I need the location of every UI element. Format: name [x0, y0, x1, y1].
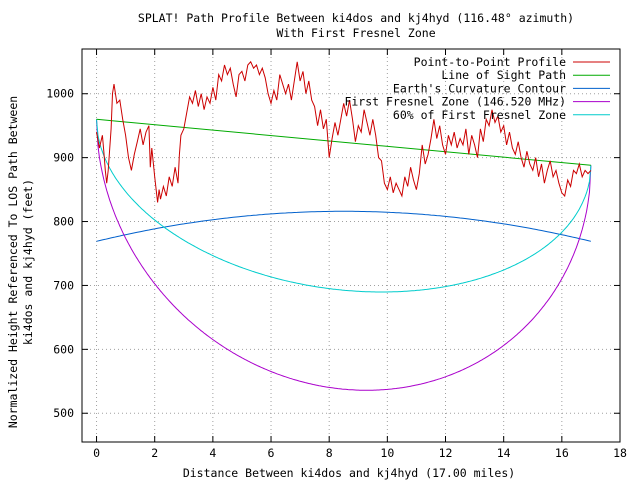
x-tick-label: 6 [268, 446, 275, 460]
x-tick-label: 12 [439, 446, 453, 460]
chart-subtitle: With First Fresnel Zone [276, 26, 435, 40]
x-tick-label: 16 [555, 446, 569, 460]
y-tick-label: 1000 [46, 87, 74, 101]
chart-title: SPLAT! Path Profile Between ki4dos and k… [138, 11, 574, 25]
x-tick-label: 0 [93, 446, 100, 460]
y-tick-label: 800 [53, 215, 74, 229]
x-tick-label: 2 [151, 446, 158, 460]
y-axis-label-line1: Normalized Height Referenced To LOS Path… [6, 96, 20, 428]
series-line-1 [96, 118, 591, 166]
legend-label: 60% of First Fresnel Zone [393, 108, 566, 122]
x-tick-label: 10 [380, 446, 394, 460]
legend-label: First Fresnel Zone (146.520 MHz) [344, 95, 566, 109]
series-line-3 [96, 119, 592, 391]
y-axis-label-line2: ki4dos and kj4hyd (feet) [21, 179, 35, 345]
x-axis-label: Distance Between ki4dos and kj4hyd (17.0… [183, 466, 515, 480]
x-tick-label: 14 [497, 446, 511, 460]
series-line-0 [96, 60, 592, 203]
legend-label: Earth's Curvature Contour [393, 81, 566, 95]
x-tick-label: 8 [326, 446, 333, 460]
y-tick-label: 900 [53, 151, 74, 165]
x-tick-label: 18 [613, 446, 627, 460]
y-tick-label: 500 [53, 406, 74, 420]
y-tick-label: 600 [53, 342, 74, 356]
x-tick-label: 4 [209, 446, 216, 460]
ticks: 0 2 4 6 8 10 12 14 16 18 500 600 700 800 900 1000 [46, 49, 627, 460]
legend-label: Point-to-Point Profile [414, 55, 566, 69]
series-line-4 [96, 119, 592, 293]
series-line-2 [96, 210, 592, 242]
y-tick-label: 700 [53, 278, 74, 292]
plot-lines [96, 60, 592, 391]
legend-label: Line of Sight Path [441, 68, 566, 82]
plot-border [81, 48, 621, 443]
